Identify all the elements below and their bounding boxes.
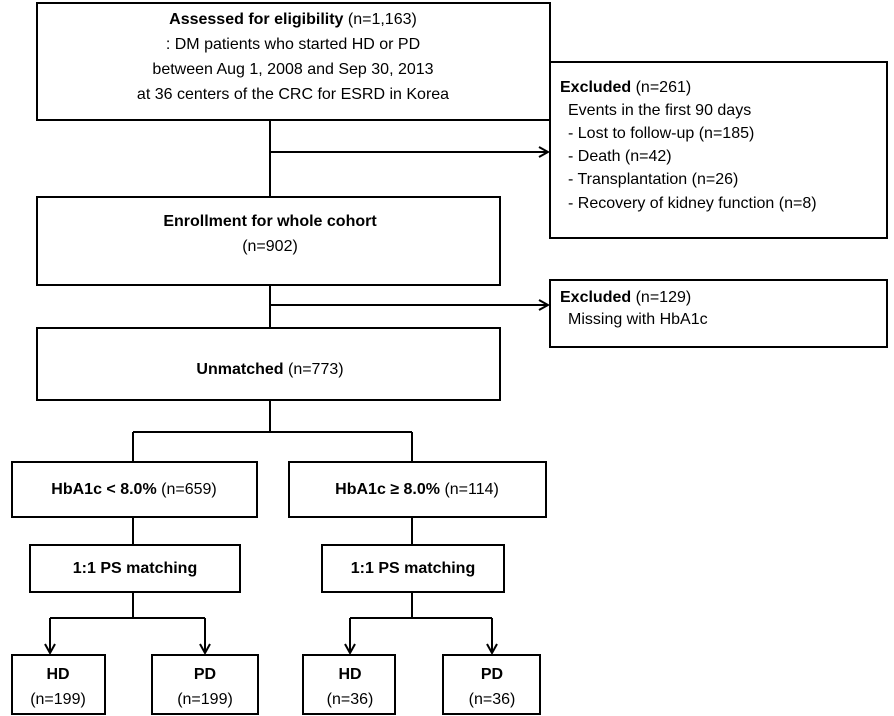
- node-text: 1:1 PS matching: [73, 560, 197, 577]
- box: [302, 654, 396, 715]
- node-text: HD: [46, 666, 69, 683]
- node-text: (n=199): [30, 691, 86, 708]
- box: [36, 327, 501, 401]
- text-part: HbA1c ≥ 8.0%: [335, 481, 440, 498]
- node-text: Excluded (n=261): [560, 79, 691, 96]
- node-text: (n=36): [327, 691, 374, 708]
- box: [11, 461, 258, 518]
- text-part: (n=129): [636, 289, 692, 306]
- box: [36, 2, 551, 121]
- text-part: (n=1,163): [348, 11, 417, 28]
- box: [442, 654, 541, 715]
- node-text: 1:1 PS matching: [351, 560, 475, 577]
- node-text: HD: [338, 666, 361, 683]
- node-text: Events in the first 90 days: [568, 102, 751, 119]
- node-text: HbA1c ≥ 8.0% (n=114): [335, 481, 499, 498]
- box: [151, 654, 259, 715]
- text-part: HbA1c < 8.0%: [51, 481, 156, 498]
- text-part: Assessed for eligibility: [169, 11, 343, 28]
- node-text: (n=36): [469, 691, 516, 708]
- text-part: (n=659): [161, 481, 217, 498]
- box: [11, 654, 106, 715]
- box: [29, 544, 241, 593]
- node-text: HbA1c < 8.0% (n=659): [51, 481, 216, 498]
- node-text: Assessed for eligibility (n=1,163): [169, 11, 417, 28]
- node-text: (n=199): [177, 691, 233, 708]
- node-text: : DM patients who started HD or PD: [166, 36, 420, 53]
- node-text: - Death (n=42): [568, 148, 672, 165]
- node-text: Unmatched (n=773): [196, 361, 343, 378]
- node-text: Missing with HbA1c: [568, 311, 708, 328]
- text-part: (n=773): [288, 361, 344, 378]
- node-text: Excluded (n=129): [560, 289, 691, 306]
- node-text: PD: [194, 666, 216, 683]
- node-text: PD: [481, 666, 503, 683]
- node-text: - Transplantation (n=26): [568, 171, 738, 188]
- box: [549, 279, 888, 348]
- node-text: (n=902): [242, 238, 298, 255]
- text-part: Unmatched: [196, 361, 283, 378]
- box: [321, 544, 505, 593]
- text-part: (n=261): [636, 79, 692, 96]
- box: [288, 461, 547, 518]
- connectors: [50, 120, 548, 653]
- text-part: Excluded: [560, 289, 631, 306]
- node-text: between Aug 1, 2008 and Sep 30, 2013: [152, 61, 433, 78]
- node-text: Enrollment for whole cohort: [163, 213, 377, 230]
- node-text: at 36 centers of the CRC for ESRD in Kor…: [137, 86, 449, 103]
- box: [36, 196, 501, 286]
- text-part: (n=114): [444, 481, 498, 498]
- node-text: - Recovery of kidney function (n=8): [568, 195, 817, 212]
- node-text: - Lost to follow-up (n=185): [568, 125, 754, 142]
- text-part: Excluded: [560, 79, 631, 96]
- box: [549, 61, 888, 239]
